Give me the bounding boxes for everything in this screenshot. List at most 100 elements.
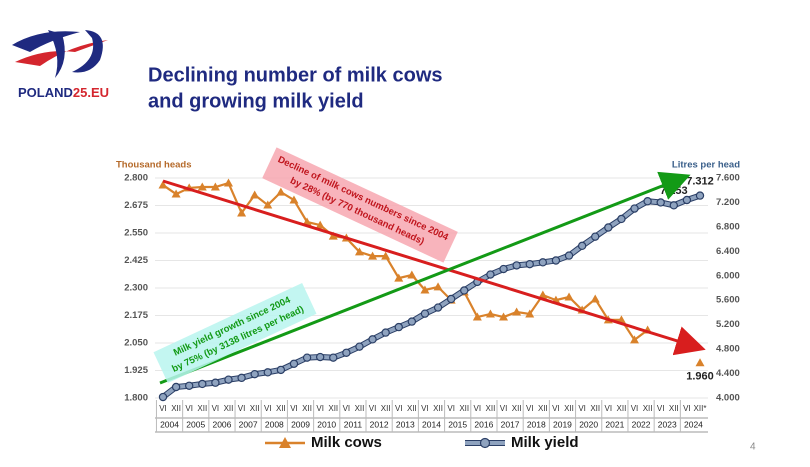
legend-marker (279, 437, 291, 448)
marker (368, 251, 378, 260)
x-tick-label: VI (421, 404, 429, 413)
marker (591, 232, 600, 241)
marker (224, 375, 233, 384)
marker (433, 303, 443, 312)
year-label: 2021 (605, 419, 624, 429)
marker (263, 368, 272, 377)
x-tick-label: VI (552, 404, 560, 413)
year-label: 2009 (291, 419, 310, 429)
marker (512, 307, 522, 316)
x-tick-label: VI (500, 404, 508, 413)
x-tick-label: XII (512, 404, 522, 413)
y2-axis-label: Litres per head (672, 160, 740, 171)
x-tick-label: XII (486, 404, 496, 413)
x-tick-label: VI (683, 404, 691, 413)
data-label: 1.960 (686, 371, 714, 383)
marker (420, 285, 430, 294)
x-tick-label: XII (276, 404, 286, 413)
year-label: 2005 (186, 419, 205, 429)
marker (630, 204, 639, 213)
marker (485, 309, 495, 318)
marker (198, 379, 207, 389)
trend-arrow-decline (162, 179, 706, 356)
marker (171, 382, 181, 392)
year-label: 2017 (501, 419, 520, 429)
marker (342, 348, 351, 357)
y2-tick-label: 4.800 (716, 344, 740, 355)
year-label: 2012 (370, 419, 389, 429)
marker (460, 286, 469, 295)
marker (197, 182, 207, 191)
x-tick-label: VI (343, 404, 351, 413)
x-tick-label: XII (224, 404, 234, 413)
marker (315, 220, 325, 229)
marker (604, 223, 613, 232)
x-tick-label: XII (538, 404, 548, 413)
y2-tick-label: 6.400 (716, 246, 740, 257)
y-tick-label: 2.800 (124, 173, 148, 184)
marker (158, 392, 168, 402)
chart-title: Declining number of milk cows (148, 64, 443, 86)
x-tick-label: VI (447, 404, 455, 413)
marker (682, 195, 692, 205)
marker (590, 294, 600, 303)
legend-label: Milk yield (511, 434, 579, 451)
marker (210, 182, 220, 191)
marker (289, 359, 299, 368)
x-tick-label: VI (369, 404, 377, 413)
year-label: 2013 (396, 419, 415, 429)
marker (237, 373, 246, 383)
x-tick-label: VI (185, 404, 193, 413)
marker (394, 322, 403, 332)
marker (538, 290, 548, 299)
x-tick-label: XII (250, 404, 260, 413)
marker (289, 195, 299, 204)
marker (211, 378, 220, 387)
marker (446, 294, 456, 304)
marker (538, 258, 548, 267)
marker (564, 292, 574, 301)
note-box (262, 147, 458, 263)
plot: 1.800 1.925 2.050 2.175 2.300 2.425 2.550 2.675… (124, 173, 740, 433)
marker (171, 189, 181, 198)
marker (263, 200, 273, 209)
marker (237, 208, 247, 217)
x-tick-label: XII* (694, 404, 707, 413)
y-tick-label: 2.425 (124, 255, 148, 266)
marker (329, 353, 338, 362)
y2-tick-label: 4.000 (716, 393, 740, 404)
marker (250, 190, 260, 199)
x-tick-label: VI (238, 404, 246, 413)
legend-marker (479, 437, 491, 449)
x-tick-label: VI (526, 404, 534, 413)
year-label: 2010 (317, 419, 336, 429)
y2-tick-label: 7.600 (716, 173, 740, 184)
x-tick-label: XII (669, 404, 679, 413)
marker (499, 312, 509, 321)
marker (525, 309, 535, 318)
x-tick-label: XII (564, 404, 574, 413)
y-tick-label: 2.175 (124, 310, 148, 321)
year-label: 2024 (684, 419, 703, 429)
marker (656, 198, 665, 207)
y2-tick-label: 5.600 (716, 295, 740, 306)
marker (551, 256, 561, 265)
y-tick-label: 2.675 (124, 200, 148, 211)
marker (630, 335, 640, 344)
marker (302, 353, 312, 362)
marker (368, 335, 377, 344)
x-tick-label: XII (643, 404, 653, 413)
marker (525, 259, 534, 269)
x-tick-label: XII (355, 404, 365, 413)
marker (420, 309, 430, 318)
y2-tick-label: 4.400 (716, 368, 740, 379)
marker (564, 251, 574, 260)
y-tick-label: 2.300 (124, 283, 148, 294)
x-tick-label: XII (302, 404, 312, 413)
marker (302, 217, 312, 226)
legend-label: Milk cows (311, 434, 382, 451)
marker (577, 241, 587, 251)
x-tick-label: XII (433, 404, 443, 413)
marker (250, 369, 259, 379)
